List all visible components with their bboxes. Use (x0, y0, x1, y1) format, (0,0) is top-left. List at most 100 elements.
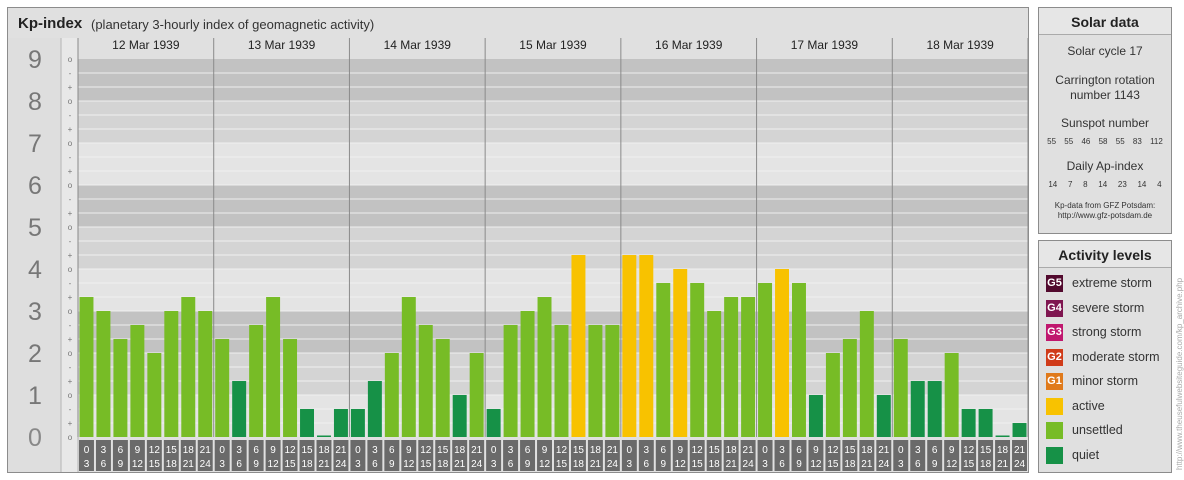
kp-bar (893, 339, 908, 437)
interval-start-label: 15 (166, 445, 178, 456)
kp-bar (707, 311, 722, 437)
y-subtick-label: o (68, 181, 73, 190)
interval-end-label: 6 (915, 459, 921, 470)
interval-start-label: 0 (84, 445, 90, 456)
ap-value-5: 14 (1137, 180, 1147, 189)
interval-start-label: 3 (101, 445, 107, 456)
y-subtick-label: o (68, 139, 73, 148)
interval-end-label: 3 (898, 459, 904, 470)
interval-start-label: 9 (677, 445, 683, 456)
activity-level-severe-storm: G4 severe storm (1039, 296, 1171, 321)
time-interval-box (248, 440, 264, 471)
level-label: active (1072, 398, 1105, 413)
kp-bar (79, 297, 94, 437)
activity-level-moderate-storm: G2 moderate storm (1039, 345, 1171, 370)
kp-bar (181, 297, 196, 437)
sunspot-value-1: 55 (1064, 137, 1074, 146)
time-interval-box (825, 440, 841, 471)
kp-bar (859, 311, 874, 437)
kp-bar (503, 324, 518, 437)
interval-start-label: 9 (813, 445, 819, 456)
interval-start-label: 3 (644, 445, 650, 456)
time-interval-box (265, 440, 281, 471)
y-tick-label: 5 (28, 214, 42, 242)
interval-end-label: 24 (471, 459, 483, 470)
interval-start-label: 15 (709, 445, 721, 456)
time-interval-box (401, 440, 417, 471)
kp-bar (198, 311, 213, 437)
level-swatch: G3 (1046, 324, 1063, 341)
time-interval-box (672, 440, 688, 471)
interval-end-label: 12 (675, 459, 687, 470)
level-label: severe storm (1072, 300, 1145, 315)
carrington-number: number 1143 (1070, 88, 1140, 102)
kp-bar (418, 324, 433, 437)
interval-end-label: 24 (607, 459, 619, 470)
time-interval-box (469, 440, 485, 471)
y-tick-label: 2 (28, 340, 42, 368)
y-subtick-label: o (68, 433, 73, 442)
sunspot-value-5: 83 (1132, 137, 1142, 146)
time-interval-box (384, 440, 400, 471)
activity-levels-list: G5 extreme storm G4 severe storm G3 strong st… (1039, 268, 1171, 467)
kp-bar (520, 311, 535, 437)
time-interval-box (1012, 440, 1027, 471)
interval-end-label: 18 (437, 459, 449, 470)
kp-bar (232, 381, 247, 437)
interval-start-label: 0 (762, 445, 768, 456)
level-label: unsettled (1072, 423, 1123, 437)
time-interval-box (995, 440, 1011, 471)
level-label: minor storm (1072, 374, 1138, 388)
interval-start-label: 9 (135, 445, 141, 456)
interval-end-label: 12 (268, 459, 280, 470)
kp-bar (435, 339, 450, 437)
interval-end-label: 18 (980, 459, 992, 470)
time-interval-box (282, 440, 298, 471)
y-tick-label: 7 (28, 130, 42, 158)
y-subtick-label: - (69, 237, 72, 246)
interval-end-label: 6 (508, 459, 514, 470)
kp-bar (300, 408, 314, 437)
y-subtick-label: + (68, 377, 73, 386)
level-swatch (1046, 422, 1063, 439)
interval-end-label: 15 (420, 459, 432, 470)
time-interval-box (842, 440, 858, 471)
day-label: 13 Mar 1939 (248, 38, 316, 52)
day-label: 16 Mar 1939 (655, 38, 723, 52)
kp-bar (656, 282, 671, 437)
interval-start-label: 12 (963, 445, 975, 456)
interval-start-label: 15 (573, 445, 585, 456)
interval-start-label: 12 (420, 445, 432, 456)
time-interval-box (893, 440, 909, 471)
interval-start-label: 15 (980, 445, 992, 456)
interval-start-label: 21 (607, 445, 619, 456)
credit-line1: Kp-data from GFZ Potsdam: (1054, 201, 1156, 210)
y-subtick-label: + (68, 209, 73, 218)
kp-bar (622, 255, 637, 437)
y-subtick-label: - (69, 153, 72, 162)
y-tick-label: 8 (28, 88, 42, 116)
interval-end-label: 21 (183, 459, 195, 470)
interval-start-label: 0 (219, 445, 225, 456)
interval-end-label: 24 (1014, 459, 1026, 470)
time-interval-box (554, 440, 569, 471)
time-interval-box (757, 440, 773, 471)
y-subtick-label: - (69, 279, 72, 288)
interval-start-label: 9 (270, 445, 276, 456)
time-interval-box (961, 440, 977, 471)
interval-start-label: 6 (660, 445, 666, 456)
kp-bar (588, 324, 603, 437)
kp-bar (130, 324, 145, 437)
y-subtick-label: - (69, 195, 72, 204)
y-subtick-label: + (68, 335, 73, 344)
level-swatch: G1 (1046, 373, 1063, 390)
time-interval-box (112, 440, 128, 471)
interval-start-label: 6 (525, 445, 531, 456)
kp-bar (741, 297, 756, 437)
interval-end-label: 3 (84, 459, 90, 470)
interval-start-label: 6 (118, 445, 124, 456)
level-label: moderate storm (1072, 349, 1160, 364)
time-interval-box (774, 440, 790, 471)
interval-start-label: 15 (437, 445, 449, 456)
interval-end-label: 21 (997, 459, 1009, 470)
